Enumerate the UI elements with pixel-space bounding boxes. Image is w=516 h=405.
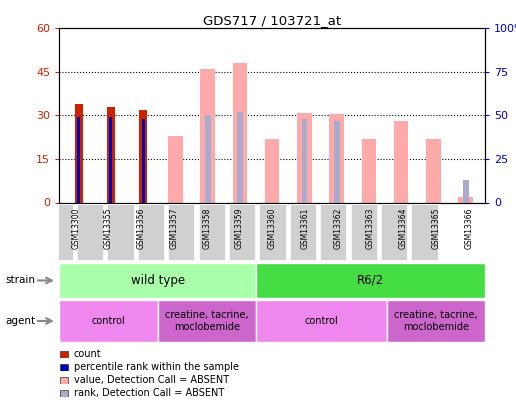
- Bar: [256, 263, 485, 298]
- Bar: [142, 119, 144, 202]
- Text: count: count: [74, 350, 102, 359]
- Text: control: control: [304, 316, 338, 326]
- FancyBboxPatch shape: [260, 204, 286, 260]
- Bar: [463, 180, 469, 202]
- Text: control: control: [91, 316, 125, 326]
- Text: GSM13364: GSM13364: [399, 207, 408, 249]
- FancyBboxPatch shape: [168, 204, 195, 260]
- FancyBboxPatch shape: [290, 204, 316, 260]
- Bar: [426, 139, 441, 202]
- Bar: [387, 300, 485, 342]
- Text: GSM13356: GSM13356: [137, 207, 146, 249]
- Bar: [77, 117, 80, 202]
- Bar: [200, 69, 215, 202]
- Bar: [59, 263, 256, 298]
- FancyBboxPatch shape: [77, 204, 103, 260]
- FancyBboxPatch shape: [351, 204, 377, 260]
- Text: GSM13300: GSM13300: [71, 207, 80, 249]
- Bar: [107, 107, 115, 202]
- Bar: [265, 139, 280, 202]
- Text: GSM13357: GSM13357: [169, 207, 179, 249]
- FancyBboxPatch shape: [199, 204, 225, 260]
- Text: GSM13366: GSM13366: [464, 207, 473, 249]
- Text: creatine, tacrine,
moclobemide: creatine, tacrine, moclobemide: [394, 310, 478, 332]
- Text: wild type: wild type: [131, 274, 185, 287]
- Text: agent: agent: [5, 316, 35, 326]
- Bar: [75, 104, 83, 202]
- FancyBboxPatch shape: [229, 204, 255, 260]
- Bar: [329, 114, 344, 202]
- Text: strain: strain: [5, 275, 35, 286]
- FancyBboxPatch shape: [381, 204, 407, 260]
- Text: GSM13363: GSM13363: [366, 207, 375, 249]
- Bar: [362, 139, 376, 202]
- Bar: [237, 112, 243, 202]
- FancyBboxPatch shape: [46, 204, 73, 260]
- Text: GSM13360: GSM13360: [268, 207, 277, 249]
- Bar: [256, 300, 387, 342]
- Bar: [205, 115, 211, 202]
- Bar: [168, 136, 183, 202]
- Text: GSM13355: GSM13355: [104, 207, 113, 249]
- Bar: [301, 119, 308, 202]
- Text: rank, Detection Call = ABSENT: rank, Detection Call = ABSENT: [74, 388, 224, 398]
- Text: GSM13361: GSM13361: [300, 207, 310, 249]
- Text: value, Detection Call = ABSENT: value, Detection Call = ABSENT: [74, 375, 229, 385]
- Bar: [157, 300, 256, 342]
- Bar: [109, 117, 112, 202]
- Text: R6/2: R6/2: [357, 274, 384, 287]
- Text: percentile rank within the sample: percentile rank within the sample: [74, 362, 239, 372]
- Text: GSM13359: GSM13359: [235, 207, 244, 249]
- Bar: [233, 63, 247, 202]
- FancyBboxPatch shape: [411, 204, 438, 260]
- FancyBboxPatch shape: [107, 204, 134, 260]
- FancyBboxPatch shape: [320, 204, 346, 260]
- Text: creatine, tacrine,
moclobemide: creatine, tacrine, moclobemide: [165, 310, 249, 332]
- Bar: [139, 110, 147, 202]
- Text: GDS717 / 103721_at: GDS717 / 103721_at: [203, 14, 341, 27]
- Bar: [59, 300, 157, 342]
- Text: GSM13365: GSM13365: [431, 207, 441, 249]
- FancyBboxPatch shape: [138, 204, 164, 260]
- Bar: [297, 113, 312, 202]
- Bar: [334, 121, 340, 202]
- Bar: [394, 121, 409, 202]
- Text: GSM13358: GSM13358: [202, 207, 211, 249]
- Bar: [458, 197, 473, 202]
- Text: GSM13362: GSM13362: [333, 207, 342, 249]
